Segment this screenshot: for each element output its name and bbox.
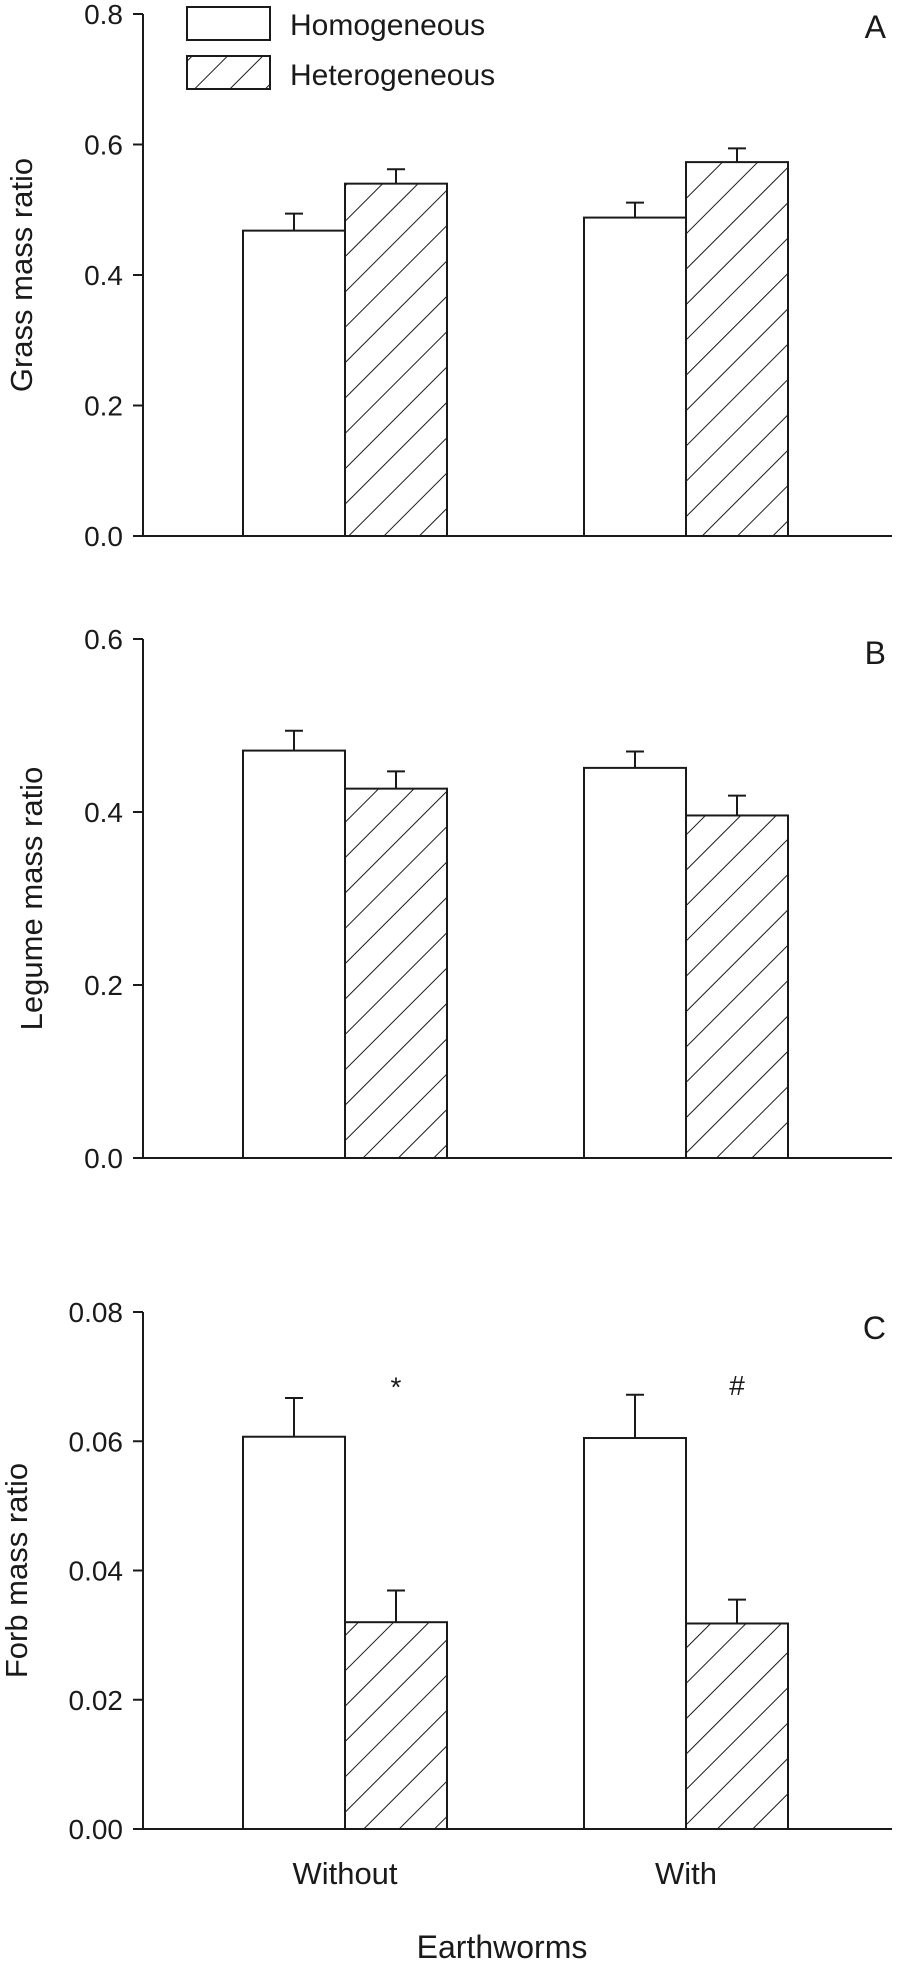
- panel-label: B: [865, 635, 886, 671]
- y-tick-label: 0.4: [84, 797, 123, 828]
- legend-swatch-homogeneous: [186, 6, 271, 41]
- y-tick-label: 0.02: [69, 1685, 124, 1716]
- bar-homogeneous: [242, 1435, 346, 1830]
- y-tick-label: 0.0: [84, 1143, 123, 1174]
- bar-heterogeneous: [685, 814, 789, 1160]
- y-axis-title: Grass mass ratio: [4, 158, 39, 392]
- y-tick-label: 0.6: [84, 624, 123, 655]
- legend-label-homogeneous: Homogeneous: [290, 9, 485, 42]
- y-tick-label: 0.2: [84, 391, 123, 422]
- y-tick-label: 0.8: [84, 0, 123, 30]
- y-tick-label: 0.0: [84, 521, 123, 552]
- bar-homogeneous: [242, 749, 346, 1160]
- bar-heterogeneous: [685, 1622, 789, 1831]
- bar-heterogeneous: [344, 787, 448, 1160]
- significance-marker: *: [391, 1371, 402, 1402]
- bar-heterogeneous: [344, 1621, 448, 1830]
- bar-heterogeneous: [685, 161, 789, 537]
- x-category-label: Without: [292, 1856, 397, 1891]
- y-axis-title: Legume mass ratio: [14, 767, 49, 1031]
- bar-homogeneous: [583, 766, 687, 1159]
- y-tick-label: 0.04: [69, 1556, 124, 1587]
- panel-label: C: [863, 1310, 886, 1346]
- y-tick-label: 0.06: [69, 1426, 124, 1457]
- bar-homogeneous: [583, 1437, 687, 1831]
- x-category-label: With: [655, 1856, 717, 1891]
- y-tick-label: 0.08: [69, 1297, 124, 1328]
- y-tick-label: 0.4: [84, 260, 123, 291]
- panel-a-grass: 0.0 0.2 0.4 0.6 0.8 Grass mass ratio A: [4, 0, 892, 552]
- bar-homogeneous: [242, 229, 346, 537]
- panel-c-forb: 0.00 0.02 0.04 0.06 0.08 Forb mass ratio C * #: [0, 1297, 892, 1845]
- y-tick-label: 0.00: [69, 1814, 124, 1845]
- legend-label-heterogeneous: Heterogeneous: [290, 59, 495, 92]
- panel-b-legume: 0.0 0.2 0.4 0.6 Legume mass ratio B: [14, 624, 892, 1174]
- bar-heterogeneous: [344, 182, 448, 537]
- legend-swatch-heterogeneous: [186, 55, 271, 90]
- significance-marker: #: [729, 1370, 745, 1401]
- x-axis-title: Earthworms: [417, 1929, 588, 1965]
- y-tick-label: 0.6: [84, 130, 123, 161]
- y-tick-label: 0.2: [84, 970, 123, 1001]
- legend: Homogeneous Heterogeneous: [186, 6, 495, 92]
- y-axis-title: Forb mass ratio: [0, 1463, 34, 1678]
- bar-homogeneous: [583, 216, 687, 538]
- panel-label: A: [865, 9, 887, 45]
